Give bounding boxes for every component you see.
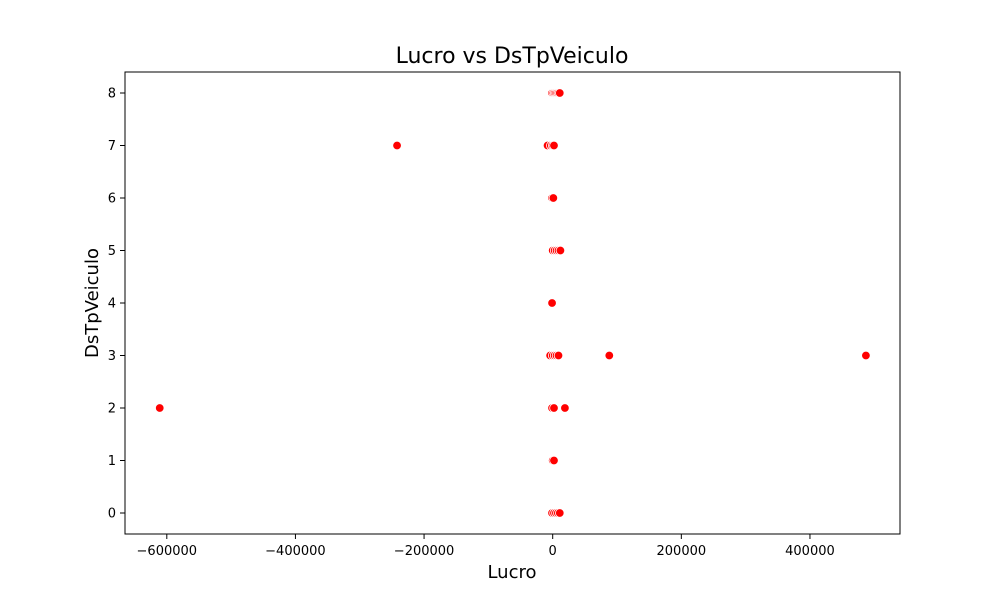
x-tick-label: −600000	[137, 544, 198, 559]
y-axis-label: DsTpVeiculo	[82, 248, 103, 358]
data-point	[549, 140, 559, 151]
x-tick-label: −200000	[394, 544, 455, 559]
data-point	[155, 403, 165, 413]
y-tick-label: 5	[108, 244, 116, 259]
y-tick-label: 8	[108, 87, 116, 102]
data-point	[548, 193, 559, 203]
data-point	[560, 403, 570, 413]
data-point	[555, 88, 565, 98]
x-axis: −600000 −400000 −200000 0 200000 400000	[137, 534, 835, 559]
x-axis-label: Lucro	[487, 562, 536, 583]
x-tick-label: 400000	[785, 544, 835, 559]
data-points	[155, 88, 871, 518]
x-tick-label: 0	[549, 544, 557, 559]
y-tick-label: 3	[108, 349, 116, 364]
data-point	[547, 298, 557, 308]
data-point	[549, 455, 559, 466]
data-point	[392, 140, 402, 151]
y-tick-label: 4	[108, 297, 116, 312]
y-tick-label: 1	[108, 454, 116, 469]
x-tick-label: −400000	[265, 544, 326, 559]
data-point	[604, 350, 614, 361]
y-tick-label: 7	[108, 139, 116, 154]
y-axis: 0 1 2 3 4 5 6 7 8	[108, 87, 125, 522]
data-point	[553, 350, 564, 361]
y-tick-label: 6	[108, 192, 116, 207]
y-tick-label: 2	[108, 402, 116, 417]
plot-frame	[124, 71, 901, 535]
data-point	[861, 350, 871, 361]
y-tick-label: 0	[108, 507, 116, 522]
data-point	[555, 508, 565, 518]
data-point	[549, 403, 559, 413]
data-point	[555, 245, 566, 256]
x-tick-label: 200000	[657, 544, 707, 559]
chart-title: Lucro vs DsTpVeiculo	[396, 44, 629, 69]
